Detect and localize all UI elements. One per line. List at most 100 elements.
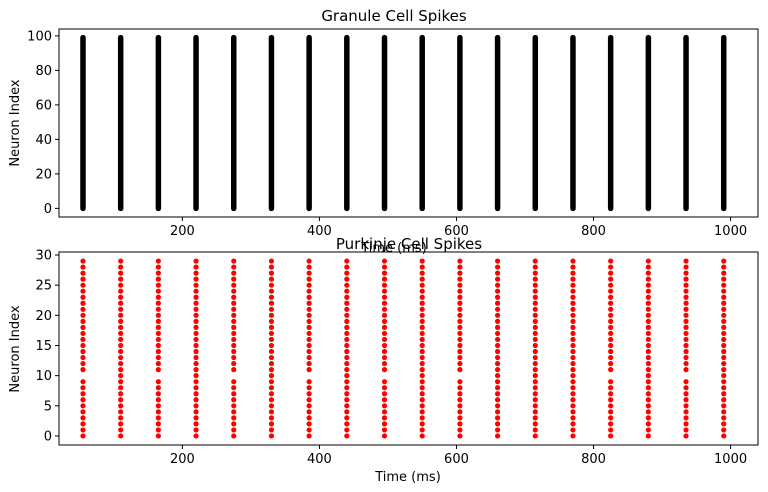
spike-point — [608, 282, 614, 288]
spike-point — [532, 264, 538, 270]
spike-point — [532, 421, 538, 427]
spike-point — [381, 415, 388, 421]
spike-point — [721, 427, 727, 433]
spike-point — [532, 397, 538, 403]
spike-point — [683, 367, 689, 373]
spike-point — [268, 385, 275, 391]
spike-point — [306, 312, 312, 318]
spike-point — [268, 306, 275, 312]
spike-point — [193, 348, 199, 355]
spike-point — [570, 312, 576, 318]
spike-point — [231, 300, 237, 306]
spike-point — [344, 354, 350, 361]
spike-point — [155, 294, 161, 300]
spike-point — [306, 433, 312, 439]
spike-point — [344, 379, 350, 385]
spike-point — [344, 282, 350, 288]
spike-point — [80, 336, 86, 343]
spike-point — [80, 367, 86, 373]
spike-point — [118, 391, 124, 397]
spike-point — [608, 360, 614, 367]
spike-point — [381, 433, 388, 439]
spike-point — [268, 342, 275, 349]
spike-point — [683, 415, 689, 421]
spike-point — [306, 367, 312, 373]
spike-point — [494, 330, 501, 337]
spike-point — [683, 264, 689, 270]
spike-point — [193, 373, 199, 379]
spike-point — [193, 342, 199, 349]
spike-point — [683, 324, 689, 330]
spike-point — [570, 427, 576, 433]
spike-point — [608, 264, 614, 270]
spike-point — [645, 318, 651, 324]
spike-point — [193, 391, 199, 397]
spike-point — [570, 385, 576, 391]
spike-point — [193, 336, 199, 343]
spike-point — [80, 421, 86, 427]
spike-point — [193, 306, 199, 312]
spike-point — [268, 276, 275, 282]
spike-point — [193, 258, 199, 264]
x-tick-label: 800 — [581, 224, 606, 239]
spike-point — [494, 306, 501, 312]
spike-point — [231, 409, 237, 415]
spike-point — [80, 415, 86, 421]
spike-point — [231, 270, 237, 276]
spike-point — [532, 276, 538, 282]
spike-point — [381, 324, 388, 330]
spike-point — [80, 270, 86, 276]
spike-point — [268, 360, 275, 367]
spike-point — [419, 276, 425, 282]
spike-point — [344, 391, 350, 397]
spike-point — [80, 324, 86, 330]
spike-point — [193, 324, 199, 330]
spike-point — [193, 409, 199, 415]
spike-point — [419, 330, 425, 337]
spike-point — [231, 397, 237, 403]
spike-point — [494, 360, 501, 367]
spike-point — [344, 336, 350, 343]
spike-point — [419, 421, 425, 427]
spike-point — [155, 282, 161, 288]
spike-point — [231, 391, 237, 397]
spike-point — [344, 264, 350, 270]
spike-point — [118, 403, 124, 409]
spike-point — [570, 367, 576, 373]
spike-point — [683, 312, 689, 318]
spike-point — [570, 264, 576, 270]
spike-point — [344, 258, 350, 264]
spike-point — [193, 270, 199, 276]
spike-point — [645, 264, 651, 270]
granule-title: Granule Cell Spikes — [321, 7, 467, 25]
spike-point — [118, 330, 124, 337]
spike-point — [381, 300, 388, 306]
spike-point — [381, 379, 388, 385]
spike-point — [645, 312, 651, 318]
spike-point — [645, 403, 651, 409]
spike-point — [306, 318, 312, 324]
spike-point — [457, 348, 463, 355]
spike-point — [268, 354, 275, 361]
spike-point — [268, 264, 275, 270]
spike-point — [645, 342, 651, 349]
spike-point — [721, 336, 727, 343]
spike-point — [80, 306, 86, 312]
spike-point — [457, 336, 463, 343]
spike-point — [231, 367, 237, 373]
spike-point — [683, 318, 689, 324]
spike-point — [268, 330, 275, 337]
spike-point — [645, 354, 651, 361]
spike-point — [683, 348, 689, 355]
spike-point — [494, 367, 501, 373]
spike-point — [118, 342, 124, 349]
spike-point — [721, 324, 727, 330]
spike-point — [494, 282, 501, 288]
spike-point — [155, 427, 161, 433]
spike-point — [306, 300, 312, 306]
x-tick-label: 400 — [307, 452, 332, 467]
spike-point — [306, 385, 312, 391]
spike-point — [306, 288, 312, 294]
x-tick-label: 800 — [581, 452, 606, 467]
spike-point — [381, 258, 388, 264]
